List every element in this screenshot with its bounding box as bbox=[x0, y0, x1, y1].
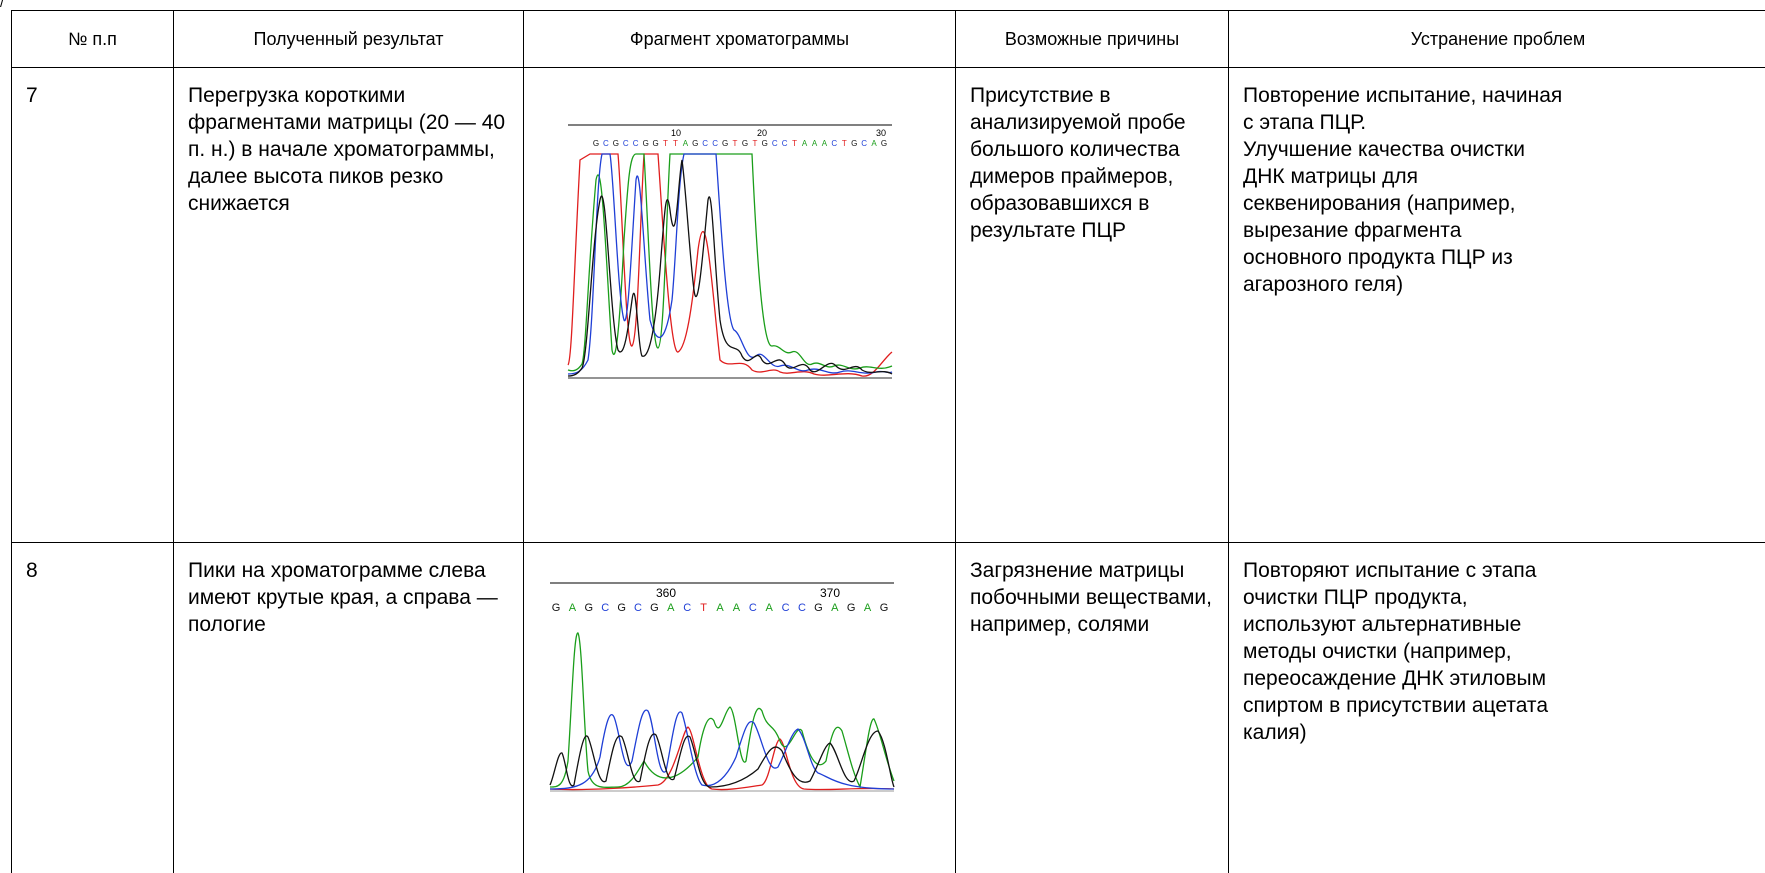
base-call: T bbox=[673, 139, 678, 148]
base-call: G bbox=[814, 602, 823, 614]
base-call: A bbox=[683, 139, 689, 148]
base-call: G bbox=[762, 139, 768, 148]
base-call: C bbox=[603, 139, 609, 148]
row-number-cell: 8 bbox=[12, 543, 174, 873]
result-cell: Пики на хроматограмме слева имеют крутые… bbox=[174, 543, 524, 873]
top-mark: / bbox=[0, 0, 8, 6]
causes-text: Загрязнение матрицы побочными веществами… bbox=[956, 543, 1228, 638]
tick-label: 30 bbox=[876, 128, 886, 138]
header-solution: Устранение проблем bbox=[1229, 11, 1765, 68]
row-number-cell: 7 bbox=[12, 68, 174, 543]
base-call: G bbox=[847, 602, 856, 614]
tick-label: 370 bbox=[820, 586, 840, 600]
trace-g bbox=[568, 160, 892, 376]
base-call: T bbox=[733, 139, 738, 148]
troubleshooting-table: № п.п Полученный результат Фрагмент хром… bbox=[11, 10, 1765, 873]
base-call: A bbox=[569, 602, 577, 614]
base-call: C bbox=[601, 602, 609, 614]
base-call: C bbox=[623, 139, 629, 148]
base-call: C bbox=[798, 602, 806, 614]
base-call: C bbox=[634, 602, 642, 614]
tick-label: 360 bbox=[656, 586, 676, 600]
result-text: Перегрузка короткими фрагментами матрицы… bbox=[174, 68, 523, 217]
base-call: A bbox=[871, 139, 877, 148]
base-call: G bbox=[617, 602, 626, 614]
base-call: G bbox=[652, 139, 658, 148]
tick-label: 20 bbox=[757, 128, 767, 138]
solution-text: Повторение испытание, начиная с этапа ПЦ… bbox=[1229, 68, 1765, 298]
base-call: G bbox=[585, 602, 594, 614]
result-cell: Перегрузка короткими фрагментами матрицы… bbox=[174, 68, 524, 543]
base-call: A bbox=[716, 602, 724, 614]
base-call: G bbox=[722, 139, 728, 148]
solution-text: Повторяют испытание с этапа очистки ПЦР … bbox=[1229, 543, 1765, 746]
row-number: 8 bbox=[12, 543, 173, 584]
result-text: Пики на хроматограмме слева имеют крутые… bbox=[174, 543, 523, 638]
causes-text: Присутствие в анализируемой пробе большо… bbox=[956, 68, 1228, 244]
base-call: T bbox=[700, 602, 707, 614]
base-call: G bbox=[851, 139, 857, 148]
base-call: C bbox=[702, 139, 708, 148]
base-call: G bbox=[613, 139, 619, 148]
base-call: C bbox=[782, 602, 790, 614]
table-row: 7 Перегрузка короткими фрагментами матри… bbox=[12, 68, 1765, 543]
base-call: T bbox=[752, 139, 757, 148]
base-call: C bbox=[749, 602, 757, 614]
base-call: T bbox=[663, 139, 668, 148]
base-call: C bbox=[782, 139, 788, 148]
base-call: A bbox=[667, 602, 675, 614]
header-row: № п.п Полученный результат Фрагмент хром… bbox=[12, 11, 1765, 68]
row-number: 7 bbox=[12, 68, 173, 109]
base-call: A bbox=[812, 139, 818, 148]
base-call: G bbox=[880, 602, 889, 614]
base-call: C bbox=[831, 139, 837, 148]
trace-a bbox=[568, 154, 892, 371]
base-call: C bbox=[683, 602, 691, 614]
base-call: A bbox=[831, 602, 839, 614]
base-call: C bbox=[712, 139, 718, 148]
base-call: C bbox=[772, 139, 778, 148]
base-call: G bbox=[650, 602, 659, 614]
causes-cell: Присутствие в анализируемой пробе большо… bbox=[956, 68, 1229, 543]
tick-label: 10 bbox=[671, 128, 681, 138]
base-call: G bbox=[552, 602, 561, 614]
header-result: Полученный результат bbox=[174, 11, 524, 68]
base-call: G bbox=[742, 139, 748, 148]
base-call: G bbox=[881, 139, 887, 148]
solution-cell: Повторение испытание, начиная с этапа ПЦ… bbox=[1229, 68, 1765, 543]
base-call: A bbox=[766, 602, 774, 614]
base-call: A bbox=[802, 139, 808, 148]
base-call: A bbox=[733, 602, 741, 614]
table-row: 8 Пики на хроматограмме слева имеют крут… bbox=[12, 543, 1765, 873]
base-call: T bbox=[842, 139, 847, 148]
base-call: A bbox=[864, 602, 872, 614]
header-causes: Возможные причины bbox=[956, 11, 1229, 68]
base-call: C bbox=[633, 139, 639, 148]
base-call: G bbox=[593, 139, 599, 148]
causes-cell: Загрязнение матрицы побочными веществами… bbox=[956, 543, 1229, 873]
base-call: C bbox=[861, 139, 867, 148]
header-number: № п.п bbox=[12, 11, 174, 68]
base-call: G bbox=[643, 139, 649, 148]
base-call: T bbox=[792, 139, 797, 148]
base-call: A bbox=[822, 139, 828, 148]
base-call: G bbox=[692, 139, 698, 148]
solution-cell: Повторяют испытание с этапа очистки ПЦР … bbox=[1229, 543, 1765, 873]
trace-a bbox=[550, 633, 894, 787]
header-chromatogram: Фрагмент хроматограммы bbox=[524, 11, 956, 68]
